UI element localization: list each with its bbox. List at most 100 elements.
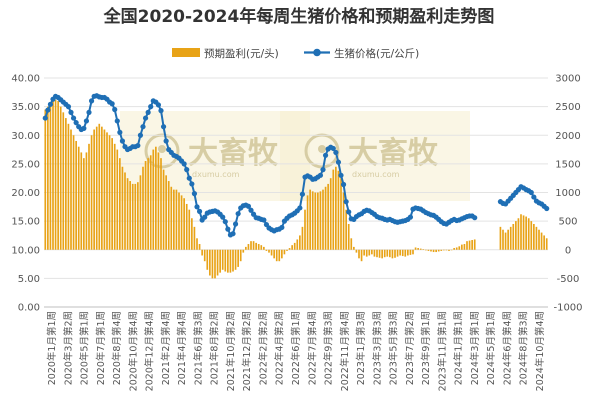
profit-bar [95,126,98,250]
price-point [73,120,79,126]
right-axis-tick-label: 1500 [555,159,580,170]
price-point [81,125,87,131]
profit-bar [306,195,309,250]
price-line [42,93,550,238]
profit-bar [245,246,247,250]
price-point [202,214,208,220]
profit-bar [319,191,322,250]
x-axis-tick-label: 2023年1月第3周 [355,311,367,385]
price-point [225,226,231,232]
profit-bar [47,106,49,250]
x-axis-tick-label: 2020年7月第1周 [95,311,107,385]
price-point [407,214,414,220]
profit-bar [515,221,517,250]
profit-bar [137,182,139,250]
left-axis-tick-label: 35.00 [11,102,40,113]
profit-bar [224,249,227,272]
legend-label-price: 生猪价格(元/公斤) [334,47,419,60]
price-point [148,104,154,110]
profit-bar [304,209,306,250]
profit-bar [430,249,432,252]
profit-bar [404,249,407,257]
profit-bar [381,249,383,259]
price-point [47,101,54,107]
profit-bar [201,249,203,256]
profit-bar [185,203,188,250]
profit-bar [247,244,250,250]
profit-bar [59,106,62,250]
profit-bar [242,249,245,253]
left-axis-tick-label: 15.00 [11,217,40,228]
profit-bar [471,240,473,250]
profit-bar [77,146,80,250]
profit-bar [517,218,520,250]
profit-bar [265,249,268,251]
legend-label-profit: 预期盈利(元/头) [204,48,279,60]
price-point [343,199,349,205]
watermark-background [280,111,470,201]
profit-bar [502,229,504,250]
left-axis-tick-label: 20.00 [11,188,40,199]
price-point [322,152,329,158]
right-axis: -1000 -500 0 500 1000 1500 2000 2500 3000 [553,74,582,314]
x-axis-tick-label: 2023年5月第3周 [388,311,400,385]
profit-bar [407,249,409,256]
profit-bar [175,189,178,250]
profit-bar [293,242,296,250]
profit-bar [499,226,502,250]
profit-bar [90,135,93,250]
profit-bar [142,166,144,250]
profit-bar [273,249,275,259]
right-axis-tick-label: -1000 [553,303,582,314]
profit-bar [203,249,206,262]
profit-bar [291,245,293,250]
profit-bar [327,183,329,250]
profit-bar [170,186,173,250]
price-point [160,124,167,130]
profit-bar [358,249,360,259]
price-point [109,101,115,107]
profit-bar [466,241,468,250]
x-axis-tick-label: 2020年10月第4周 [127,311,139,391]
profit-bar [155,146,157,250]
profit-bar [65,118,67,250]
profit-bar [368,249,371,256]
x-axis-tick-label: 2024年5月第1周 [485,311,497,385]
x-axis-tick-label: 2023年7月第2周 [404,311,416,385]
price-point [320,167,326,173]
price-point [245,203,252,209]
profit-bar [93,129,95,250]
legend: 预期盈利(元/头) 生猪价格(元/公斤) [172,47,419,60]
profit-bar [214,249,216,279]
profit-bar [144,161,147,250]
profit-bar [414,247,417,250]
x-axis-tick-label: 2022年4月第2周 [274,311,286,385]
profit-bar [461,244,463,250]
profit-bar [85,152,88,250]
profit-bar [353,246,355,250]
price-point [232,221,239,227]
price-point [335,159,342,165]
watermark-text-1: 大畜牧 [348,136,439,171]
left-axis: 0.00 5.00 10.00 15.00 20.00 25.00 30.00 35.00 40… [11,74,40,314]
left-axis-tick-label: 25.00 [11,159,40,170]
profit-bar [232,249,234,272]
price-point [261,217,267,223]
price-point [45,107,51,113]
profit-bar [106,132,108,250]
x-axis-tick-label: 2024年6月第4周 [501,311,513,385]
right-axis-tick-label: 2500 [555,102,580,113]
watermark-text-0: 大畜牧 [188,136,279,171]
profit-bar [396,249,399,257]
right-axis-tick-label: 1000 [555,188,580,199]
profit-bar [44,109,47,250]
price-point [186,175,192,181]
profit-bar [67,123,70,250]
profit-bar [252,241,255,250]
profit-bar [299,235,301,250]
x-axis-tick-label: 2024年3月第1周 [469,311,481,385]
profit-bar [530,221,533,250]
watermark-url-0: dxumu.com [192,170,240,179]
